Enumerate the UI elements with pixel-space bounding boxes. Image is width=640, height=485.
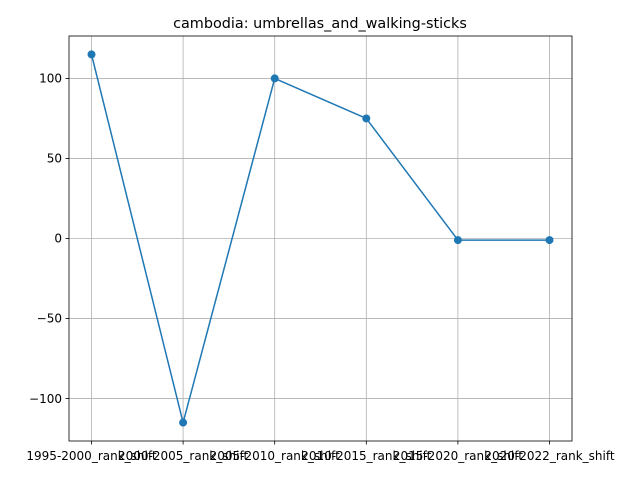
y-tick-label: −50 (37, 312, 62, 326)
data-point (270, 74, 279, 83)
y-tick-label: 0 (54, 232, 62, 246)
data-point (87, 50, 96, 59)
x-tick-label: 2000-2005_rank_shift (118, 449, 248, 463)
x-tick-label: 2015-2020_rank_shift (393, 449, 523, 463)
y-tick-label: −100 (29, 392, 62, 406)
x-tick-label: 2005-2010_rank_shift (210, 449, 340, 463)
x-tick-label: 2010-2015_rank_shift (301, 449, 431, 463)
data-point (362, 114, 371, 123)
tick-layer: 1995-2000_rank_shift2000-2005_rank_shift… (26, 72, 614, 463)
series-line (90, 54, 550, 424)
series-layer (87, 50, 554, 427)
data-point (545, 236, 554, 245)
data-point (179, 418, 188, 427)
x-tick-label: 1995-2000_rank_shift (26, 449, 156, 463)
y-tick-label: 100 (39, 72, 62, 86)
chart-title: cambodia: umbrellas_and_walking-sticks (173, 16, 467, 32)
grid-layer (69, 36, 572, 441)
y-tick-label: 50 (47, 152, 62, 166)
x-tick-label: 2020-2022_rank_shift (484, 449, 614, 463)
data-point (453, 236, 462, 245)
